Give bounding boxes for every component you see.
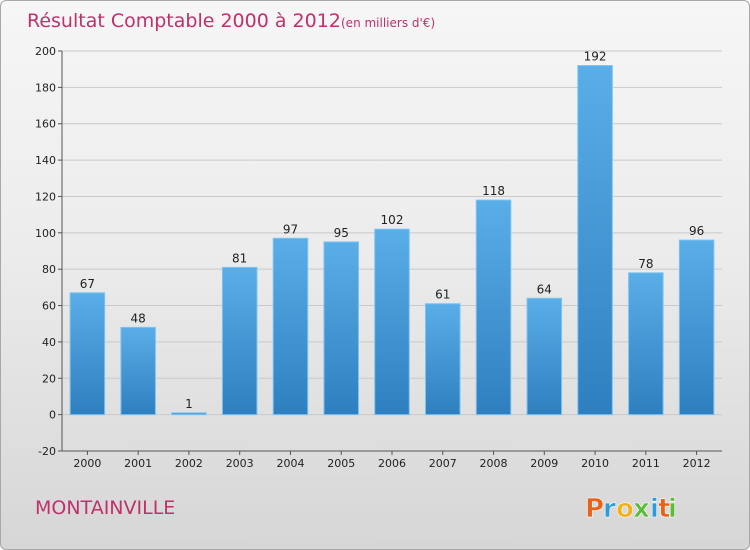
logo-letter: o	[616, 494, 634, 524]
y-tick-label: 80	[42, 263, 56, 276]
x-tick-label: 2003	[226, 457, 254, 470]
x-tick-label: 2006	[378, 457, 406, 470]
x-tick-label: 2005	[327, 457, 355, 470]
logo-letter: r	[603, 494, 616, 524]
y-tick-label: 20	[42, 372, 56, 385]
data-label: 97	[283, 222, 298, 236]
bar	[526, 297, 563, 416]
data-label: 81	[232, 251, 247, 265]
y-tick-labels: -20 0 20 40 60 80 100 120 140 160 180 200	[35, 45, 56, 458]
bar	[69, 292, 106, 416]
data-label: 64	[537, 282, 552, 296]
data-label: 118	[482, 184, 505, 198]
proxiti-logo: Pr o x i ti	[585, 494, 678, 525]
y-tick-label: -20	[38, 445, 56, 458]
bar	[678, 239, 715, 416]
y-tick-label: 180	[35, 81, 56, 94]
y-tick-label: 200	[35, 45, 56, 58]
y-tick-label: 0	[49, 409, 56, 422]
x-tick-label: 2010	[581, 457, 609, 470]
logo-letter: i	[668, 494, 677, 524]
data-label: 102	[381, 213, 404, 227]
x-tick-label: 2008	[480, 457, 508, 470]
y-tick-label: 120	[35, 190, 56, 203]
logo-letter: i	[650, 494, 659, 524]
data-label: 192	[584, 50, 607, 64]
chart-subtitle: (en milliers d'€)	[341, 16, 435, 30]
bar	[221, 266, 258, 416]
x-tick-label: 2001	[124, 457, 152, 470]
logo-letter: P	[585, 494, 604, 524]
bar	[577, 65, 613, 416]
y-tick-label: 100	[35, 227, 56, 240]
logo-letter: x	[633, 494, 650, 524]
x-tick-label: 2002	[175, 457, 203, 470]
y-tick-label: 40	[42, 336, 56, 349]
bar	[374, 228, 410, 416]
bar	[171, 412, 207, 416]
place-name: MONTAINVILLE	[35, 497, 175, 519]
x-tick-label: 2007	[429, 457, 457, 470]
data-label: 96	[689, 224, 704, 238]
x-tick-label: 2011	[632, 457, 660, 470]
x-tick-label: 2004	[276, 457, 304, 470]
y-tick-label: 60	[42, 300, 56, 313]
x-tick-label: 2012	[683, 457, 711, 470]
logo-letter: t	[658, 494, 670, 524]
bar	[120, 326, 156, 416]
y-tick-label: 160	[35, 118, 56, 131]
data-labels: 67 48 1 81 97 95 102 61 118 64 192 78 96	[80, 50, 705, 411]
bars	[69, 65, 715, 416]
data-label: 95	[334, 226, 349, 240]
data-label: 61	[435, 288, 450, 302]
data-label: 78	[638, 257, 653, 271]
bar	[475, 199, 512, 416]
x-tick-label: 2000	[73, 457, 101, 470]
data-label: 1	[185, 397, 193, 411]
bar	[628, 272, 664, 416]
bar	[425, 303, 461, 416]
bar	[272, 237, 309, 416]
data-label: 67	[80, 277, 95, 291]
x-tick-label: 2009	[530, 457, 558, 470]
bar	[323, 241, 359, 416]
y-tick-label: 140	[35, 154, 56, 167]
data-label: 48	[131, 311, 146, 325]
chart-title: Résultat Comptable 2000 à 2012	[27, 10, 341, 32]
x-tick-labels: 2000 2001 2002 2003 2004 2005 2006 2007 2008 2009…	[73, 451, 711, 470]
